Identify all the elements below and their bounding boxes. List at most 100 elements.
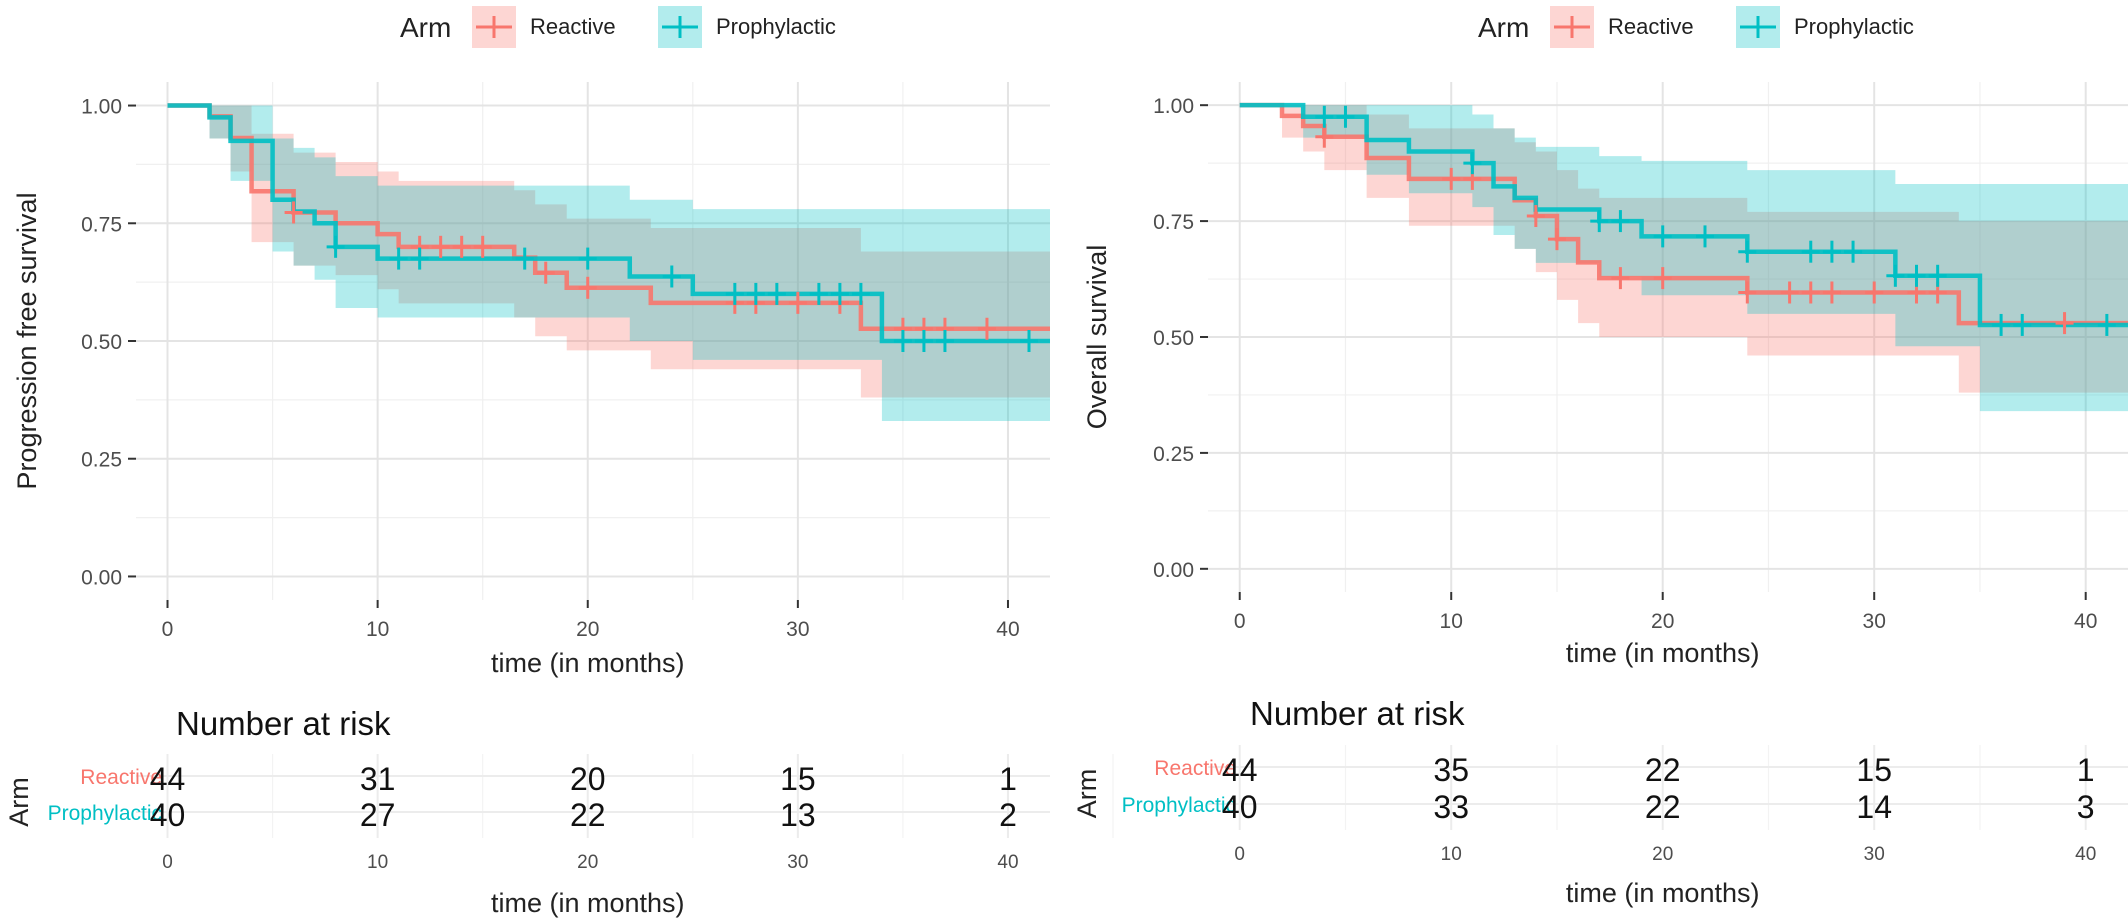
- risk-y-axis-title: Arm: [4, 777, 34, 827]
- censor-mark-prophylactic: [662, 265, 681, 288]
- risk-x-tick-label: 20: [1652, 844, 1673, 865]
- risk-count: 40: [150, 797, 186, 833]
- censor-mark-prophylactic: [2097, 313, 2116, 336]
- censor-mark-prophylactic: [830, 282, 849, 305]
- censor-mark-reactive: [1801, 281, 1820, 304]
- y-tick-label: 0.25: [1153, 443, 1194, 466]
- censor-mark-prophylactic: [410, 247, 429, 270]
- x-axis-title: time (in months): [1566, 638, 1760, 668]
- risk-x-axis-title: time (in months): [1566, 878, 1760, 908]
- y-tick-label: 0.75: [81, 213, 122, 236]
- legend-label: Reactive: [1608, 14, 1694, 39]
- censor-mark-reactive: [578, 276, 597, 299]
- risk-count: 33: [1433, 789, 1469, 825]
- risk-count: 2: [999, 797, 1017, 833]
- censor-mark-prophylactic: [1653, 225, 1672, 248]
- risk-y-axis-title: Arm: [1072, 769, 1102, 819]
- censor-mark-prophylactic: [809, 282, 828, 305]
- y-tick-label: 0.50: [81, 331, 122, 354]
- risk-count: 27: [360, 797, 396, 833]
- km-panel-2: Arm Reactive Prophylactic 0.00 0.25 0.50 0.75 1…: [1072, 6, 2128, 908]
- plot-grid: [1208, 82, 2128, 592]
- risk-count: 40: [1222, 789, 1258, 825]
- x-axis-title: time (in months): [491, 648, 685, 678]
- legend: Arm Reactive Prophylactic: [1478, 6, 1914, 48]
- censor-mark-prophylactic: [1907, 264, 1926, 287]
- censor-mark-reactive: [452, 235, 471, 258]
- x-axis: 0 10 20 30 40 time (in months): [162, 600, 1020, 678]
- km-panel-1: Arm Reactive Prophylactic 0.00 0.25 0.50 0.75 1…: [4, 6, 1114, 918]
- censor-mark-reactive: [1611, 267, 1630, 290]
- legend-label: Reactive: [530, 14, 616, 39]
- risk-table-title: Number at risk: [1250, 695, 1465, 732]
- risk-row-label-reactive: Reactive: [1154, 757, 1236, 780]
- censor-mark-reactive: [473, 235, 492, 258]
- censor-mark-reactive: [536, 261, 555, 284]
- legend-item-reactive: Reactive: [472, 6, 616, 48]
- risk-count: 22: [1645, 752, 1681, 788]
- risk-x-tick-label: 0: [162, 852, 173, 873]
- y-tick-label: 0.50: [1153, 327, 1194, 350]
- censor-mark-prophylactic: [1822, 240, 1841, 263]
- x-axis: 0 10 20 30 40 time (in months): [1234, 592, 2097, 668]
- censor-mark-prophylactic: [1463, 152, 1482, 175]
- risk-row-label-prophylactic: Prophylactic: [1122, 794, 1236, 817]
- risk-count: 44: [1222, 752, 1258, 788]
- risk-x-tick-label: 0: [1234, 844, 1245, 865]
- plot-area: [167, 103, 1050, 422]
- censor-mark-prophylactic: [851, 282, 870, 305]
- censor-mark-reactive: [1547, 228, 1566, 251]
- y-tick-label: 0.25: [81, 449, 122, 472]
- risk-count: 14: [1856, 789, 1892, 825]
- legend-item-prophylactic: Prophylactic: [658, 6, 836, 48]
- x-tick-label: 0: [162, 618, 174, 641]
- censor-mark-prophylactic: [767, 282, 786, 305]
- y-tick-label: 0.75: [1153, 211, 1194, 234]
- risk-x-axis-title: time (in months): [491, 888, 685, 918]
- censor-mark-reactive: [284, 201, 303, 224]
- censor-mark-prophylactic: [1928, 264, 1947, 287]
- risk-x-tick-label: 20: [577, 852, 598, 873]
- x-tick-label: 10: [366, 618, 389, 641]
- censor-mark-prophylactic: [746, 282, 765, 305]
- risk-count: 20: [570, 761, 606, 797]
- risk-table-title: Number at risk: [176, 705, 391, 742]
- censor-mark-prophylactic: [1886, 264, 1905, 287]
- survival-curve-reactive: [1239, 102, 2128, 326]
- risk-count: 22: [1645, 789, 1681, 825]
- censor-mark-prophylactic: [578, 247, 597, 270]
- risk-x-tick-label: 10: [367, 852, 388, 873]
- censor-mark-reactive: [1653, 267, 1672, 290]
- legend-title: Arm: [400, 12, 451, 43]
- censor-mark-reactive: [1315, 125, 1334, 148]
- censor-mark-reactive: [1822, 281, 1841, 304]
- y-tick-label: 1.00: [1153, 95, 1194, 118]
- survival-curve-prophylactic: [167, 103, 1050, 344]
- y-tick-label: 1.00: [81, 96, 122, 119]
- censor-mark-prophylactic: [515, 247, 534, 270]
- censor-mark-prophylactic: [326, 235, 345, 258]
- legend-item-reactive: Reactive: [1550, 6, 1694, 48]
- censor-mark-prophylactic: [1336, 105, 1355, 128]
- risk-count: 35: [1433, 752, 1469, 788]
- ci-band-prophylactic: [167, 105, 1050, 422]
- x-tick-label: 20: [576, 618, 599, 641]
- y-axis-title: Progression free survival: [12, 192, 42, 489]
- censor-mark-reactive: [977, 317, 996, 340]
- censor-mark-prophylactic: [1315, 105, 1334, 128]
- legend: Arm Reactive Prophylactic: [400, 6, 836, 48]
- x-tick-label: 30: [1863, 610, 1886, 633]
- censor-mark-prophylactic: [1801, 240, 1820, 263]
- censor-mark-reactive: [2055, 312, 2074, 335]
- risk-x-tick-label: 10: [1441, 844, 1462, 865]
- x-tick-label: 30: [786, 618, 809, 641]
- risk-x-tick-label: 40: [997, 852, 1018, 873]
- x-tick-label: 20: [1651, 610, 1674, 633]
- risk-count: 15: [1856, 752, 1892, 788]
- ci-band-prophylactic: [1239, 105, 2128, 412]
- risk-count: 3: [2077, 789, 2095, 825]
- y-axis: 0.00 0.25 0.50 0.75 1.00 Progression free sur…: [12, 96, 136, 589]
- censor-mark-prophylactic: [389, 247, 408, 270]
